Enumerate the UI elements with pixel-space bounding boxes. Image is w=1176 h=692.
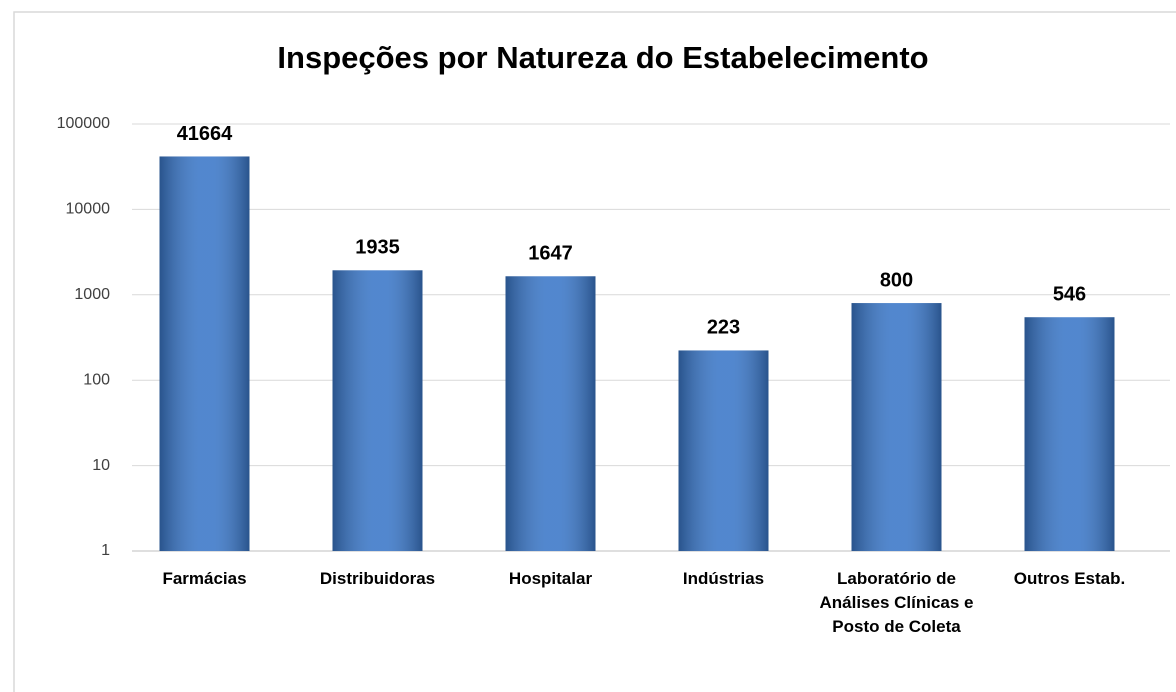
y-tick-label: 1000 xyxy=(74,286,110,303)
bar xyxy=(159,156,250,551)
chart-border xyxy=(13,11,1176,692)
bar xyxy=(851,303,942,551)
value-label: 223 xyxy=(707,317,740,339)
value-label: 1647 xyxy=(528,243,573,265)
value-label: 1935 xyxy=(355,237,400,259)
value-label: 546 xyxy=(1053,284,1086,306)
bar xyxy=(505,276,596,551)
value-label: 800 xyxy=(880,269,913,291)
x-tick-label: Distribuidoras xyxy=(319,569,436,588)
y-tick-label: 100000 xyxy=(57,115,110,132)
y-tick-label: 10 xyxy=(92,457,110,474)
x-tick-label: Farmácias xyxy=(162,569,247,588)
x-tick-label: Indústrias xyxy=(682,569,765,588)
y-tick-label: 10000 xyxy=(66,201,111,218)
value-label: 41664 xyxy=(177,123,233,145)
y-tick-label: 100 xyxy=(83,371,110,388)
x-tick-label: Outros Estab. xyxy=(1013,569,1126,588)
chart-title: Inspeções por Natureza do Estabeleciment… xyxy=(277,40,928,75)
bar xyxy=(332,270,423,551)
x-tick-label: Hospitalar xyxy=(508,569,593,588)
bar xyxy=(1024,317,1115,551)
x-tick-label: Laboratório de Análises Clínicas e Posto… xyxy=(819,569,974,636)
bar xyxy=(678,350,769,551)
y-tick-label: 1 xyxy=(101,542,110,559)
